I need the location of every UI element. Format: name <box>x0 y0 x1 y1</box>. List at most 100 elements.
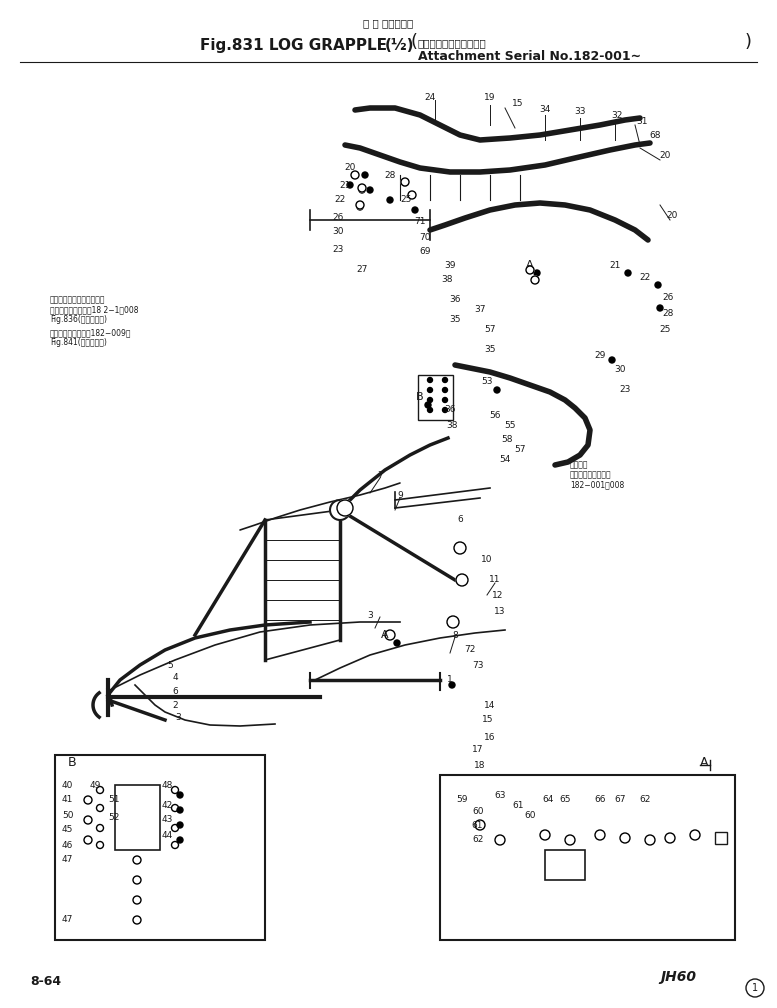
Circle shape <box>495 835 505 845</box>
Text: B: B <box>416 392 423 402</box>
Circle shape <box>133 896 141 904</box>
FancyBboxPatch shape <box>715 832 727 844</box>
Text: A: A <box>700 756 709 768</box>
Circle shape <box>177 837 183 843</box>
Text: 41: 41 <box>62 795 73 804</box>
Text: 63: 63 <box>494 790 506 799</box>
Circle shape <box>526 266 534 274</box>
Circle shape <box>442 407 448 412</box>
Circle shape <box>96 786 103 793</box>
Text: 42: 42 <box>162 800 173 809</box>
Circle shape <box>531 276 539 284</box>
Circle shape <box>595 830 605 840</box>
Text: 62: 62 <box>639 795 650 804</box>
Circle shape <box>356 201 364 209</box>
Circle shape <box>96 842 103 849</box>
Text: 33: 33 <box>574 108 586 117</box>
Text: 67: 67 <box>615 795 625 804</box>
Text: 61: 61 <box>471 821 483 830</box>
Circle shape <box>746 979 764 997</box>
Text: 44: 44 <box>162 831 173 840</box>
Text: 25: 25 <box>400 196 412 205</box>
Circle shape <box>133 916 141 924</box>
Circle shape <box>358 184 366 192</box>
Circle shape <box>412 207 418 213</box>
Text: 15: 15 <box>512 100 524 109</box>
Circle shape <box>609 357 615 363</box>
Circle shape <box>133 856 141 864</box>
Circle shape <box>133 876 141 884</box>
Circle shape <box>84 796 92 804</box>
Text: 13: 13 <box>494 608 506 617</box>
Text: 45: 45 <box>62 826 73 835</box>
Circle shape <box>657 305 663 311</box>
Text: 28: 28 <box>385 170 395 179</box>
FancyBboxPatch shape <box>440 775 735 940</box>
Text: JH60: JH60 <box>660 970 696 984</box>
Circle shape <box>96 825 103 832</box>
Text: 62: 62 <box>472 836 484 845</box>
Circle shape <box>367 187 373 193</box>
Text: 共用指定: 共用指定 <box>570 460 588 469</box>
Text: B: B <box>68 756 77 768</box>
Text: ): ) <box>745 33 752 51</box>
Text: 57: 57 <box>484 326 496 335</box>
Text: 26: 26 <box>662 293 674 302</box>
Circle shape <box>427 407 433 412</box>
Text: 10: 10 <box>481 555 493 564</box>
Circle shape <box>362 172 368 178</box>
Circle shape <box>359 187 365 193</box>
Text: 24: 24 <box>424 93 436 102</box>
Text: アタッチメント適用号等: アタッチメント適用号等 <box>418 38 486 48</box>
Text: 12: 12 <box>493 591 503 600</box>
Text: 53: 53 <box>481 378 493 386</box>
Circle shape <box>447 616 459 628</box>
Text: 26: 26 <box>333 214 343 223</box>
Text: アタッチメント号等18 2−1～008: アタッチメント号等18 2−1～008 <box>50 305 138 314</box>
Circle shape <box>401 178 409 186</box>
Circle shape <box>449 682 455 688</box>
Text: 40: 40 <box>62 780 73 789</box>
Circle shape <box>408 191 416 199</box>
Circle shape <box>454 542 466 554</box>
Text: 5: 5 <box>167 660 172 669</box>
Circle shape <box>84 836 92 844</box>
Text: 32: 32 <box>611 111 622 120</box>
Circle shape <box>427 387 433 392</box>
Text: 16: 16 <box>484 733 496 742</box>
Circle shape <box>172 842 179 849</box>
Circle shape <box>427 397 433 402</box>
Text: 72: 72 <box>465 645 476 654</box>
Circle shape <box>337 500 353 516</box>
Text: 9: 9 <box>397 491 403 500</box>
Text: 15: 15 <box>483 716 493 725</box>
Text: 37: 37 <box>474 305 486 314</box>
Text: 59: 59 <box>456 795 468 804</box>
Text: 182−001～008: 182−001～008 <box>570 480 624 489</box>
Text: 36: 36 <box>449 295 461 304</box>
Text: 6: 6 <box>172 687 178 697</box>
FancyBboxPatch shape <box>545 850 585 880</box>
Text: 60: 60 <box>524 810 536 820</box>
Circle shape <box>351 171 359 179</box>
Text: 36: 36 <box>444 405 456 414</box>
Circle shape <box>425 402 431 408</box>
Text: アタッチメント号等182−009〜: アタッチメント号等182−009〜 <box>50 328 131 337</box>
Circle shape <box>84 816 92 824</box>
Text: 52: 52 <box>108 813 120 823</box>
Circle shape <box>177 807 183 813</box>
Text: 23: 23 <box>619 385 631 394</box>
Text: 19: 19 <box>484 93 496 102</box>
Circle shape <box>534 270 540 276</box>
Text: 18: 18 <box>474 760 486 769</box>
Text: 30: 30 <box>333 228 343 237</box>
Text: 1: 1 <box>447 675 453 684</box>
Circle shape <box>625 270 631 276</box>
Text: 38: 38 <box>446 420 458 429</box>
Circle shape <box>442 387 448 392</box>
Text: 65: 65 <box>559 795 571 804</box>
Text: 21: 21 <box>609 260 621 269</box>
Text: 8: 8 <box>452 630 458 639</box>
Circle shape <box>494 387 500 393</box>
Circle shape <box>427 378 433 382</box>
